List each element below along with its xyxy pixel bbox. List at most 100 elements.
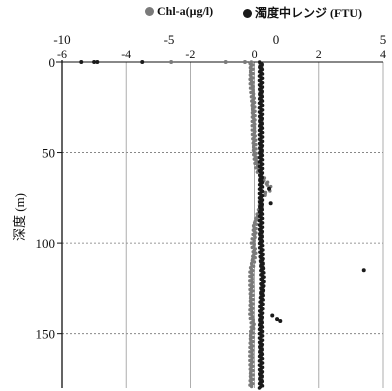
outlier-chl-2 <box>169 60 174 64</box>
point-chl-160 <box>248 292 252 296</box>
point-chl-34 <box>253 109 257 113</box>
point-chl-147 <box>250 273 255 277</box>
point-chl-154 <box>248 283 252 287</box>
point-chl-53 <box>251 137 255 141</box>
legend-label-turbidity: 濁度中レンジ (FTU) <box>255 6 362 20</box>
point-chl-4 <box>248 66 253 70</box>
point-chl-135 <box>253 255 257 260</box>
point-chl-125 <box>249 241 254 245</box>
point-chl-138 <box>252 260 257 264</box>
point-chl-14 <box>251 80 255 84</box>
point-chl-21 <box>249 90 253 95</box>
x-tick-label-row2-2: 2 <box>316 47 322 61</box>
point-chl-1 <box>248 61 252 66</box>
point-chl-196 <box>251 344 255 348</box>
point-chl-183 <box>249 325 253 329</box>
point-chl-56 <box>251 141 255 145</box>
outlier-chl-0 <box>242 60 247 64</box>
point-chl-124 <box>252 239 256 244</box>
point-turbidity-300 <box>257 386 262 390</box>
point-chl-24 <box>249 95 254 99</box>
point-chl-85 <box>265 183 269 187</box>
outlier-turbidity-1 <box>92 60 97 64</box>
legend-marker-turbidity <box>243 8 252 18</box>
legend-label-chl: Chl-a(μg/l) <box>157 4 214 18</box>
point-chl-177 <box>248 316 253 321</box>
point-chl-186 <box>248 329 253 334</box>
point-chl-206 <box>248 358 252 363</box>
point-chl-199 <box>250 348 255 353</box>
point-chl-112 <box>254 222 259 226</box>
x-tick-label-row1--10: -10 <box>53 32 70 47</box>
point-chl-70 <box>253 161 257 166</box>
point-chl-189 <box>248 334 253 338</box>
point-chl-43 <box>253 122 257 127</box>
outlier-turbidity-8 <box>267 186 272 191</box>
point-chl-222 <box>251 381 255 386</box>
y-tick-label-100: 100 <box>36 236 56 251</box>
point-chl-202 <box>250 352 254 357</box>
outlier-turbidity-6 <box>275 317 280 322</box>
legend-item-turbidity: 濁度中レンジ (FTU) <box>243 4 362 21</box>
x-tick-label-row2--4: -4 <box>121 47 131 61</box>
point-chl-164 <box>251 297 255 302</box>
point-chl-163 <box>248 296 253 300</box>
x-tick-label-row1-5: 5 <box>380 32 387 47</box>
outlier-turbidity-9 <box>268 201 273 206</box>
point-chl-73 <box>253 166 258 170</box>
point-chl-11 <box>251 76 255 80</box>
point-chl-209 <box>248 363 252 367</box>
point-chl-121 <box>253 235 257 240</box>
point-chl-8 <box>251 71 255 76</box>
point-chl-17 <box>251 84 255 89</box>
point-chl-215 <box>248 371 253 376</box>
point-chl-27 <box>250 99 254 103</box>
point-chl-170 <box>251 306 255 311</box>
outlier-turbidity-0 <box>79 60 84 64</box>
point-chl-144 <box>251 268 255 273</box>
x-tick-label-row2--6: -6 <box>57 47 67 61</box>
outlier-chl-1 <box>223 60 228 64</box>
point-chl-219 <box>251 377 255 382</box>
point-chl-37 <box>253 113 257 118</box>
outlier-turbidity-3 <box>140 60 145 64</box>
x-tick-label-row2-4: 4 <box>380 47 386 61</box>
outlier-turbidity-5 <box>270 313 275 318</box>
point-chl-203 <box>248 354 252 358</box>
point-chl-131 <box>251 250 255 254</box>
point-chl-60 <box>254 147 258 151</box>
point-chl-115 <box>254 226 258 231</box>
point-chl-50 <box>250 132 255 137</box>
point-chl-167 <box>251 302 255 306</box>
outlier-turbidity-2 <box>95 60 100 64</box>
point-chl-173 <box>250 310 255 315</box>
outlier-turbidity-7 <box>278 318 283 323</box>
point-chl-40 <box>253 118 257 122</box>
point-chl-128 <box>250 245 254 250</box>
point-chl-18 <box>248 86 253 90</box>
point-chl-66 <box>255 155 259 160</box>
y-tick-label-150: 150 <box>36 327 56 342</box>
point-chl-224 <box>249 384 254 389</box>
x-tick-label-row1--5: -5 <box>164 32 175 47</box>
legend-item-chl: Chl-a(μg/l) <box>145 4 213 19</box>
outlier-turbidity-4 <box>361 268 366 273</box>
point-chl-193 <box>251 339 255 344</box>
x-tick-label-row2--2: -2 <box>185 47 195 61</box>
y-tick-label-0: 0 <box>49 55 56 70</box>
legend: Chl-a(μg/l) 濁度中レンジ (FTU) <box>0 4 392 22</box>
legend-marker-chl <box>145 6 154 16</box>
point-chl-30 <box>250 103 254 108</box>
point-chl-157 <box>248 287 252 292</box>
point-chl-63 <box>254 151 258 155</box>
point-chl-216 <box>251 373 255 377</box>
point-chl-47 <box>250 128 254 132</box>
y-tick-label-50: 50 <box>42 146 55 161</box>
point-chl-180 <box>249 321 253 325</box>
point-chl-118 <box>254 231 258 235</box>
x-tick-label-row1-0: 0 <box>273 32 280 47</box>
point-chl-141 <box>251 264 256 268</box>
point-chl-151 <box>248 279 252 283</box>
point-chl-212 <box>248 367 252 371</box>
